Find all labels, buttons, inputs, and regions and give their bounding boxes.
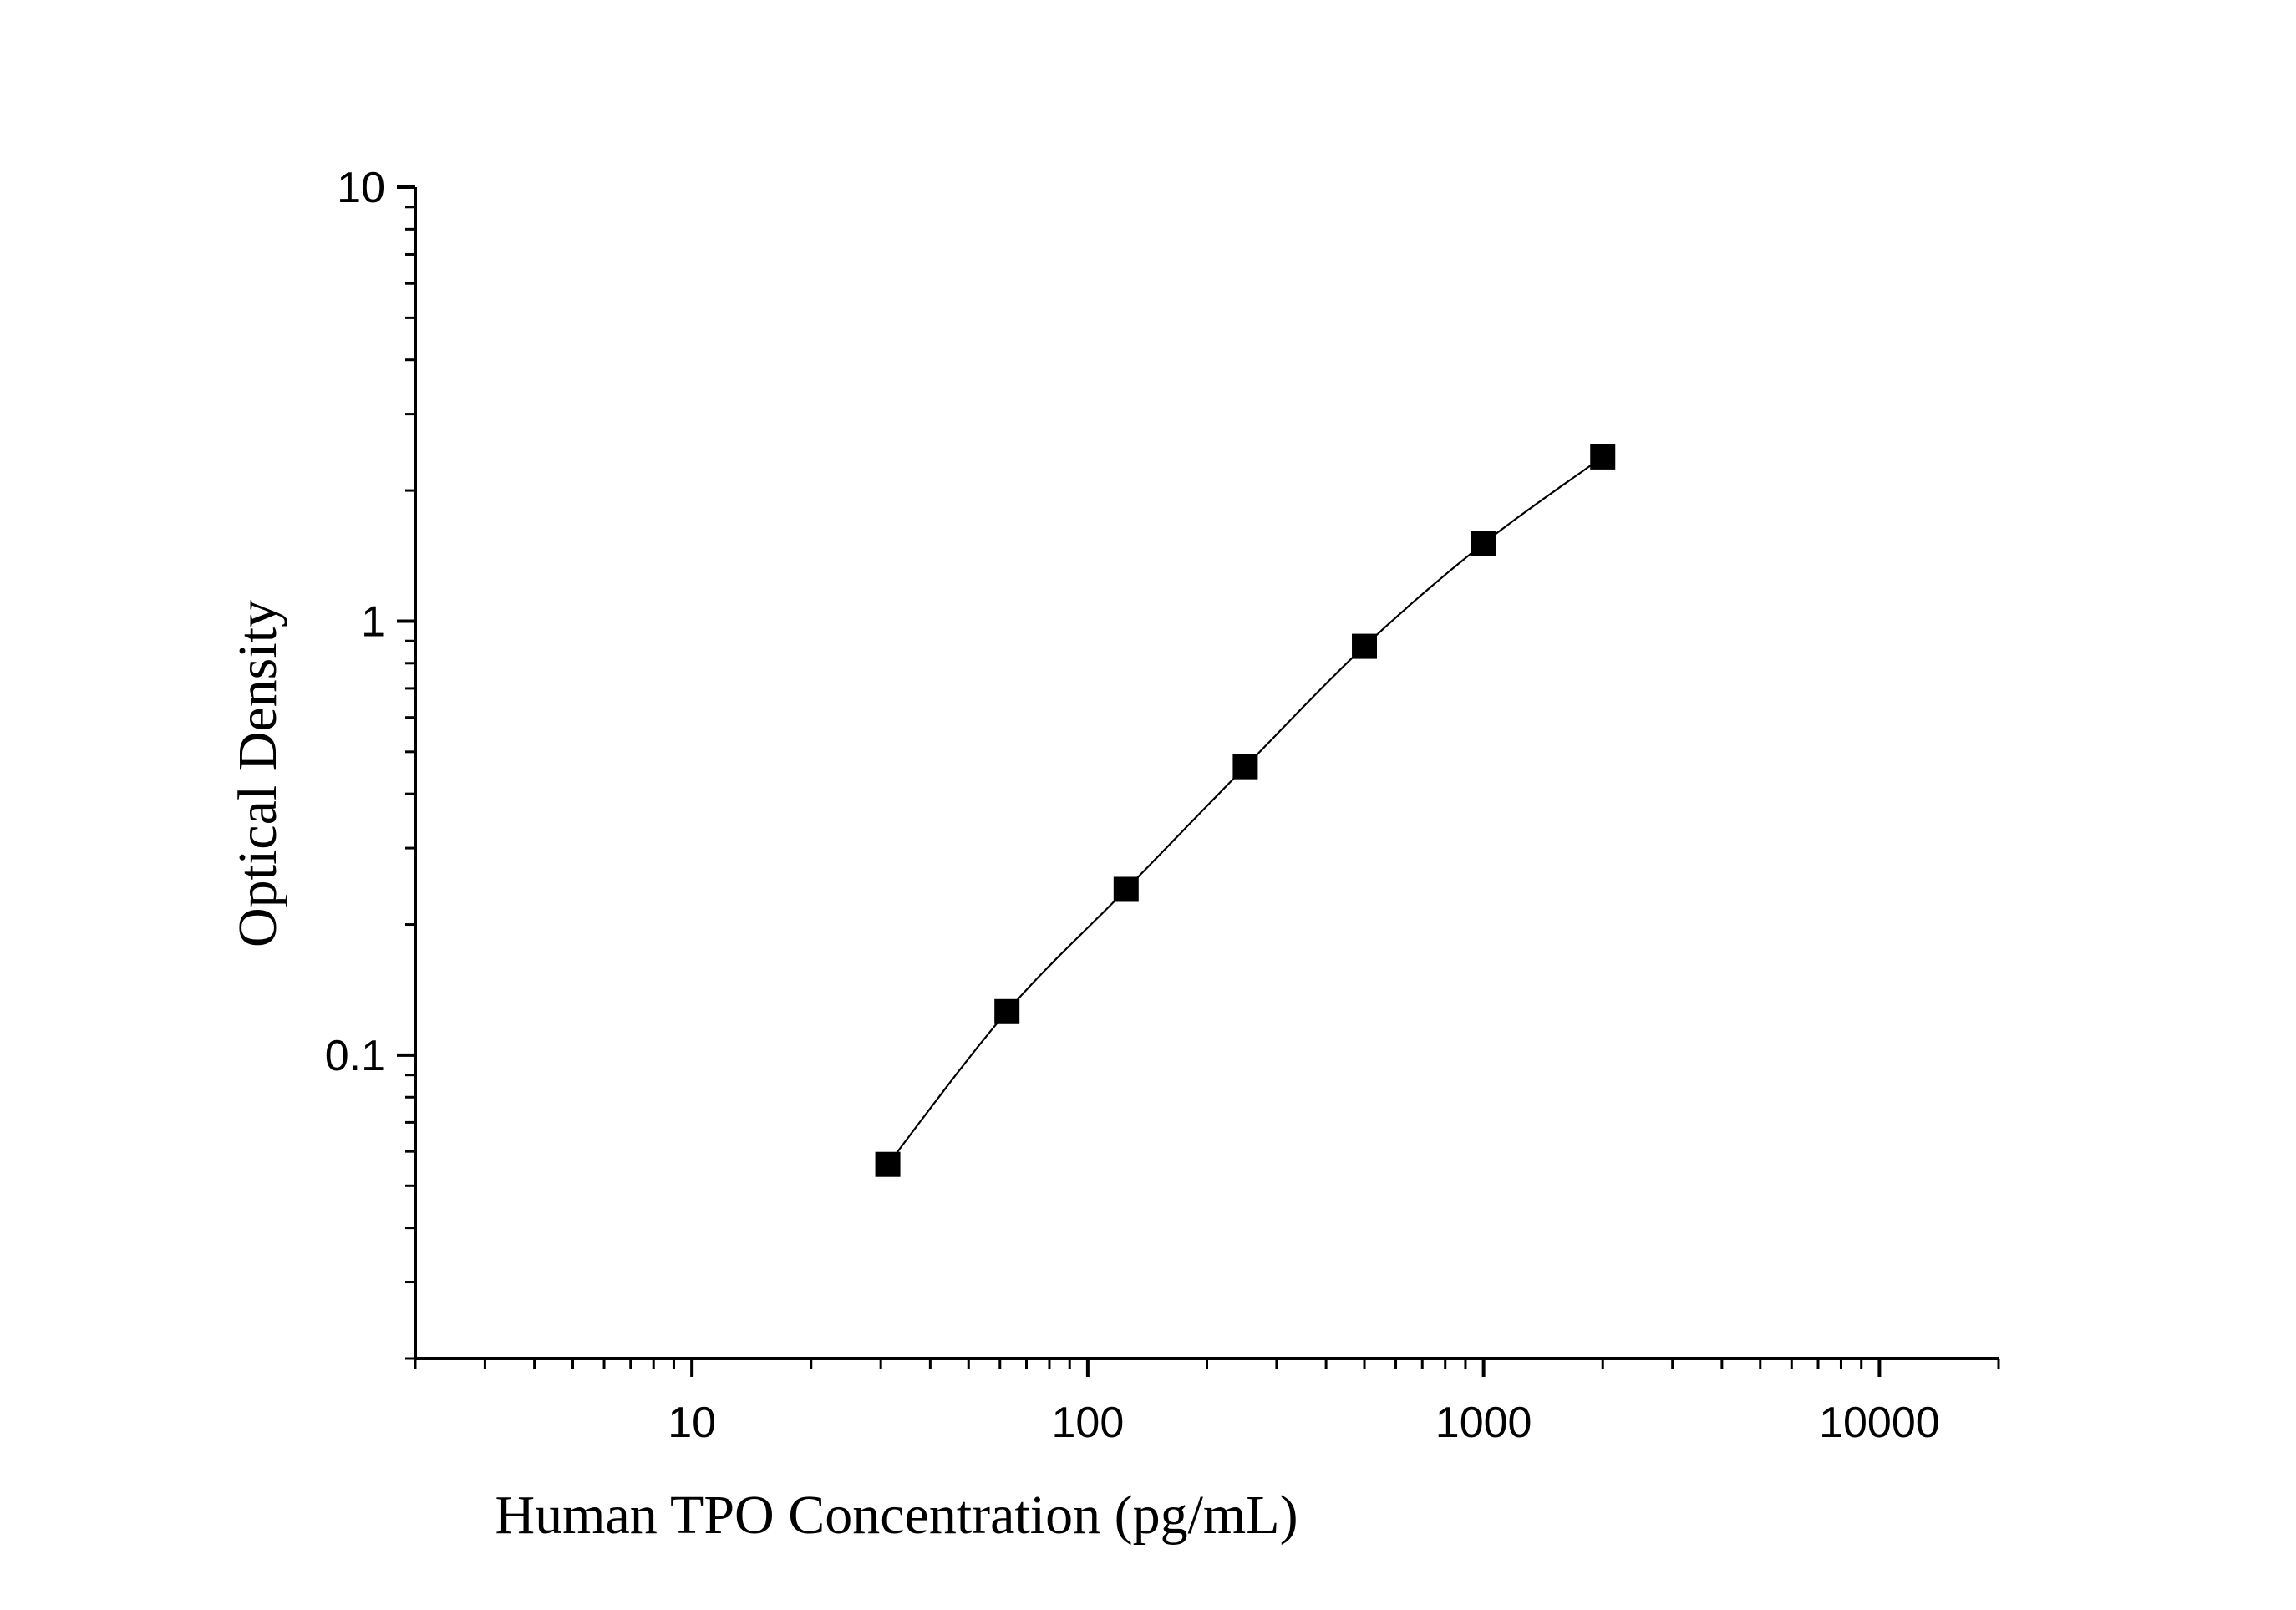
y-tick-label: 0.1	[325, 1032, 385, 1080]
x-tick-label: 1000	[1435, 1399, 1532, 1447]
data-point	[1232, 754, 1258, 780]
x-tick-label: 10	[668, 1399, 716, 1447]
x-tick-label: 100	[1052, 1399, 1125, 1447]
y-axis-tick-labels: 0.1 1 10	[325, 164, 385, 1080]
data-point	[875, 1151, 901, 1177]
data-point	[1352, 633, 1378, 659]
data-point	[1113, 876, 1139, 902]
x-axis-title: Human TPO Concentration (pg/mL)	[495, 1485, 1298, 1546]
y-tick-label: 1	[361, 597, 385, 646]
data-markers	[875, 444, 1616, 1177]
data-point	[1471, 531, 1496, 556]
x-tick-label: 10000	[1819, 1399, 1940, 1447]
y-axis-ticks	[397, 185, 415, 1360]
data-point	[1590, 444, 1616, 470]
y-tick-label: 10	[337, 164, 385, 212]
x-axis-ticks	[414, 1359, 2000, 1377]
plot-area: 10 100 1000 10000 0.1 1 10	[325, 164, 2000, 1447]
y-axis-title: Optical Density	[227, 600, 288, 947]
fit-curve	[886, 455, 1603, 1166]
data-point	[994, 998, 1020, 1024]
x-axis-tick-labels: 10 100 1000 10000	[668, 1399, 1939, 1447]
